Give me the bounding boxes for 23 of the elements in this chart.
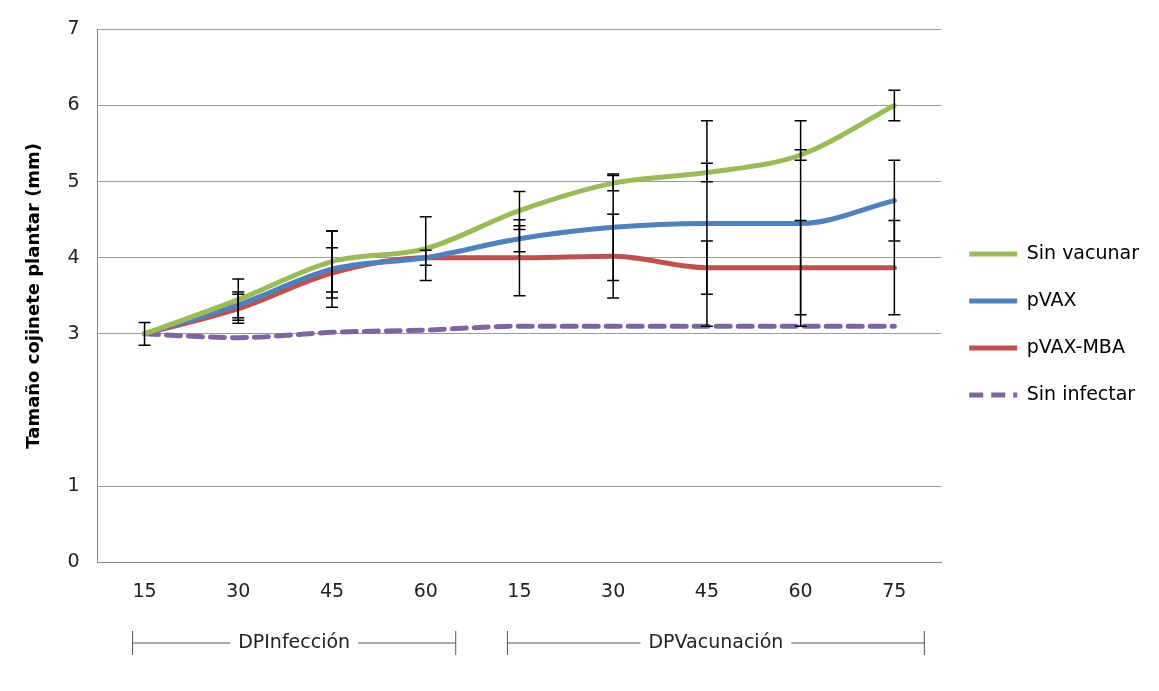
- y-axis-title: Tamaño cojinete plantar (mm): [22, 142, 44, 449]
- x-tick-label: 60: [413, 578, 438, 601]
- y-tick-label: 1: [67, 473, 80, 496]
- y-tick-label: 5: [67, 168, 80, 191]
- y-tick-label: 7: [67, 16, 80, 39]
- x-tick-label: 75: [882, 578, 907, 601]
- legend-label: pVAX-MBA: [1026, 334, 1125, 357]
- x-tick-label: 15: [507, 578, 532, 601]
- text: DPVacunación: [648, 629, 784, 652]
- legend-label: pVAX: [1026, 287, 1077, 310]
- legend-label: Sin infectar: [1026, 381, 1136, 404]
- y-tick-label: 6: [67, 92, 80, 115]
- legend-label: Sin vacunar: [1026, 240, 1140, 263]
- x-tick-label: 30: [601, 578, 626, 601]
- y-tick-label: 3: [67, 320, 80, 343]
- y-tick-label: 4: [67, 244, 80, 267]
- x-tick-label: 15: [132, 578, 157, 601]
- x-tick-label: 30: [226, 578, 251, 601]
- y-tick-label: 0: [67, 549, 80, 572]
- x-tick-label: 45: [694, 578, 719, 601]
- text: DPInfección: [238, 629, 351, 652]
- x-tick-label: 60: [788, 578, 813, 601]
- x-tick-label: 45: [319, 578, 345, 601]
